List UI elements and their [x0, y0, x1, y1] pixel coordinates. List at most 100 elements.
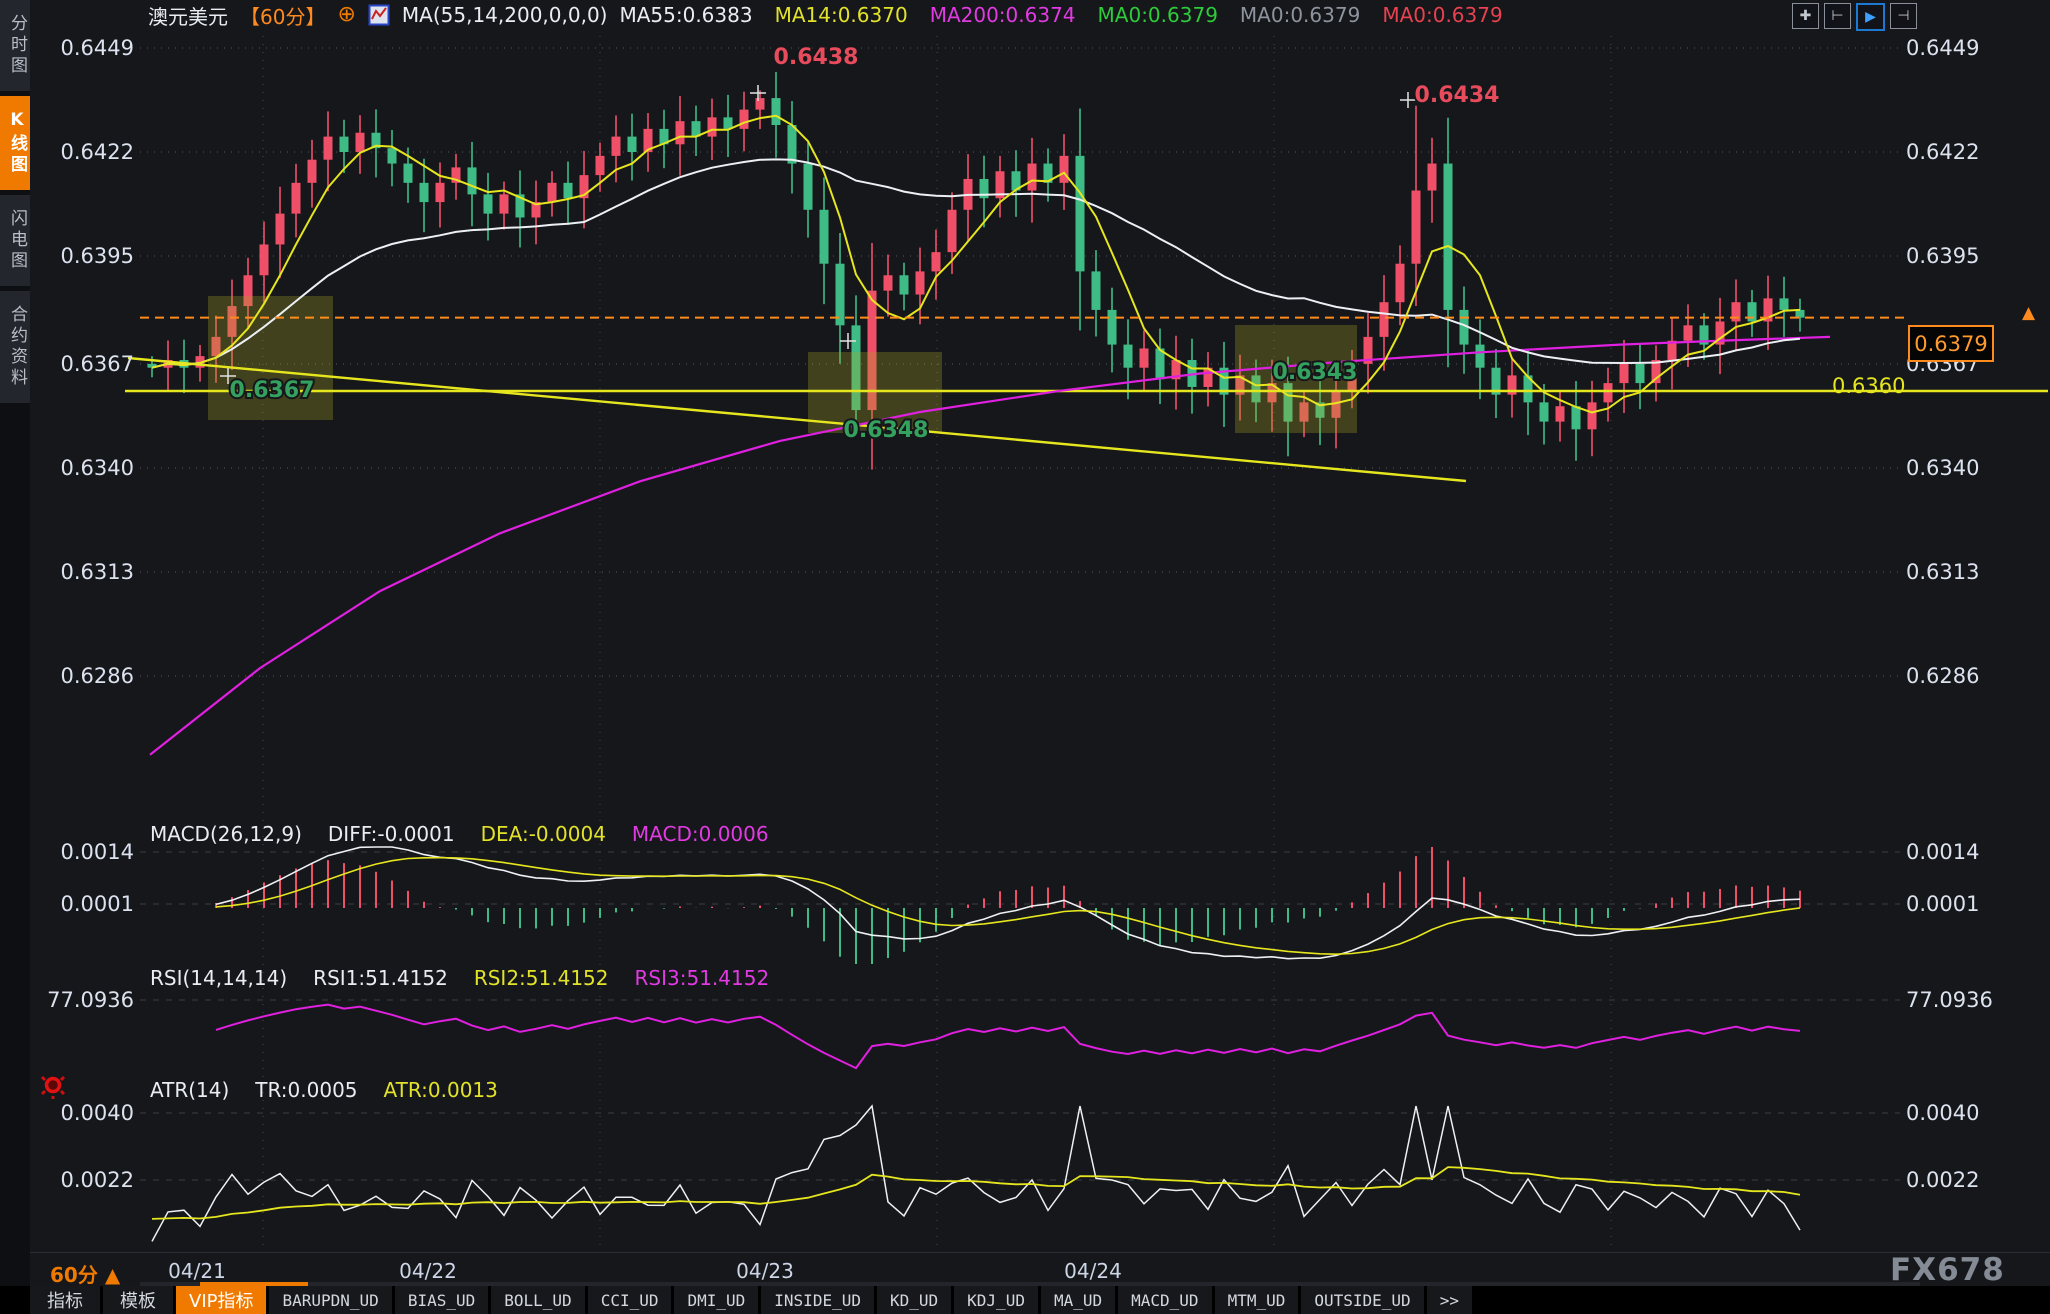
current-price-value: 0.6379 — [1914, 331, 1988, 356]
candle-down — [387, 148, 397, 164]
atr-line — [151, 1166, 1801, 1220]
candle-up — [1363, 336, 1373, 364]
tab-BARUPDN_UD[interactable]: BARUPDN_UD — [269, 1286, 392, 1314]
sidebar-item-闪电图[interactable]: 闪电图 — [0, 195, 30, 286]
axis-tick-right: 0.6449 — [1906, 36, 1980, 60]
candle-down — [339, 136, 349, 152]
tab-OUTSIDE_UD[interactable]: OUTSIDE_UD — [1301, 1286, 1424, 1314]
candle-up — [355, 132, 365, 152]
candle-up — [707, 117, 717, 137]
ma-value-label: MA14:0.6370 — [774, 3, 908, 27]
tab-CCI_UD[interactable]: CCI_UD — [587, 1286, 672, 1314]
zoom-axis-left-icon[interactable]: ⊢ — [1824, 3, 1851, 29]
candle-up — [931, 252, 941, 272]
candle-down — [563, 182, 573, 199]
axis-tick-left: 0.0040 — [60, 1101, 134, 1125]
play-axis-icon[interactable]: ▶ — [1856, 3, 1885, 31]
candle-up — [1331, 390, 1341, 418]
candle-down — [1491, 367, 1501, 395]
sidebar-item-合约资料[interactable]: 合约资料 — [0, 291, 30, 403]
date-label: 04/24 — [1064, 1259, 1122, 1283]
macd-title: MACD(26,12,9) — [150, 822, 302, 846]
tab-INSIDE_UD[interactable]: INSIDE_UD — [761, 1286, 874, 1314]
candle-up — [1507, 375, 1517, 395]
candle-up — [611, 136, 621, 156]
ma-value-label: MA55:0.6383 — [619, 3, 753, 27]
ma-settings-label: MA(55,14,200,0,0,0) — [401, 3, 608, 27]
tab-MA_UD[interactable]: MA_UD — [1040, 1286, 1116, 1314]
tab-VIP指标[interactable]: VIP指标 — [176, 1286, 267, 1314]
candle-up — [275, 213, 285, 245]
date-label: 04/23 — [736, 1259, 794, 1283]
candle-down — [1219, 367, 1229, 395]
candle-down — [467, 167, 477, 195]
atr-value-label: TR:0.0005 — [255, 1078, 358, 1102]
tab-KD_UD[interactable]: KD_UD — [876, 1286, 952, 1314]
axis-tick-left: 0.6313 — [60, 560, 134, 584]
mini-chart-icon[interactable] — [368, 3, 390, 28]
alert-target-icon[interactable] — [38, 1072, 68, 1106]
axis-tick-right: 0.0014 — [1906, 840, 1980, 864]
candle-up — [867, 290, 877, 411]
rsi-value-label: RSI2:51.4152 — [473, 966, 609, 990]
candle-up — [675, 121, 685, 145]
candle-up — [1299, 402, 1309, 422]
price-annotation: 0.6434 — [1415, 83, 1500, 108]
shift-axis-right-icon[interactable]: ⊣ — [1890, 3, 1917, 29]
chart-scrollbar-thumb[interactable] — [200, 1282, 308, 1286]
axis-tick-right: 0.0040 — [1906, 1101, 1980, 1125]
candle-up — [1235, 375, 1245, 395]
candle-down — [819, 209, 829, 264]
candle-down — [1459, 309, 1469, 345]
candle-down — [1779, 298, 1789, 310]
period-tag[interactable]: 60分 ▲ — [50, 1263, 121, 1287]
tab-BIAS_UD[interactable]: BIAS_UD — [394, 1286, 489, 1314]
axis-tick-left: 77.0936 — [47, 988, 134, 1012]
tab-KDJ_UD[interactable]: KDJ_UD — [954, 1286, 1038, 1314]
ma55-line — [151, 158, 1801, 369]
candle-up — [243, 275, 253, 307]
candle-down — [723, 117, 733, 129]
circle-plus-icon[interactable]: ⊕ — [337, 2, 356, 27]
axis-tick-left: 0.6367 — [60, 352, 134, 376]
tab-BOLL_UD[interactable]: BOLL_UD — [491, 1286, 585, 1314]
sidebar-item-K线图[interactable]: K线图 — [0, 96, 30, 190]
candle-down — [979, 178, 989, 199]
candle-up — [1171, 359, 1181, 380]
candle-up — [451, 167, 461, 183]
tab->>[interactable]: >> — [1426, 1286, 1472, 1314]
candle-down — [1795, 309, 1805, 318]
candle-down — [1747, 302, 1757, 322]
chart-header-legend: 澳元美元 【60分】 ⊕ MA(55,14,200,0,0,0) MA55:0.… — [148, 2, 1503, 29]
tab-模板[interactable]: 模板 — [103, 1286, 173, 1314]
candle-up — [1395, 263, 1405, 303]
chart-scrollbar-track[interactable] — [140, 1282, 1920, 1286]
candle-down — [803, 163, 813, 210]
sidebar-item-分时图[interactable]: 分时图 — [0, 0, 30, 91]
tab-MACD_UD[interactable]: MACD_UD — [1118, 1286, 1212, 1314]
chart-toolbar: ✚ ⊢ ▶ ⊣ — [1792, 3, 1917, 31]
candle-up — [643, 128, 653, 152]
rsi-value-label: RSI1:51.4152 — [313, 966, 448, 990]
axis-tick-left: 0.0022 — [60, 1168, 134, 1192]
tab-指标[interactable]: 指标 — [30, 1286, 100, 1314]
candle-down — [1091, 271, 1101, 310]
candle-down — [835, 263, 845, 326]
price-annotation: 0.6367 — [230, 378, 315, 403]
candle-up — [1379, 302, 1389, 337]
rsi-line — [215, 1003, 1801, 1070]
candle-down — [1443, 163, 1453, 310]
tab-DMI_UD[interactable]: DMI_UD — [674, 1286, 759, 1314]
tab-MTM_UD[interactable]: MTM_UD — [1214, 1286, 1299, 1314]
symbol-name: 澳元美元 — [148, 4, 228, 29]
candle-up — [1715, 321, 1725, 345]
rsi-legend: RSI(14,14,14) RSI1:51.4152 RSI2:51.4152 RS… — [150, 966, 769, 990]
candle-down — [371, 132, 381, 149]
pan-crosshair-icon[interactable]: ✚ — [1792, 3, 1819, 29]
candle-down — [1571, 406, 1581, 430]
ma-value-label: MA200:0.6374 — [929, 3, 1076, 27]
rsi-value-label: RSI3:51.4152 — [634, 966, 770, 990]
candle-down — [659, 128, 669, 145]
highlight-zone — [1235, 325, 1357, 433]
